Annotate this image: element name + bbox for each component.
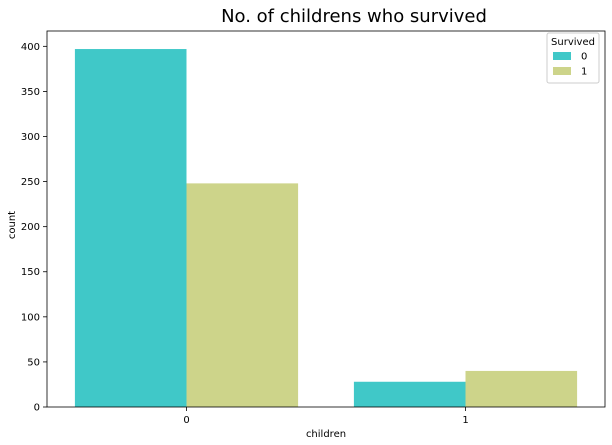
legend-title: Survived	[551, 37, 595, 48]
x-tick-label: 0	[183, 415, 189, 426]
y-tick-label: 300	[21, 132, 40, 143]
chart-title: No. of childrens who survived	[221, 6, 487, 27]
y-tick-label: 0	[34, 403, 40, 414]
plot-frame	[46, 30, 606, 408]
legend-swatch-0	[553, 52, 571, 60]
y-tick-label: 50	[27, 357, 40, 368]
axes-layer: 0 50 100 150 200 250 300 350 400 0 1	[21, 30, 606, 426]
legend: Survived 0 1	[546, 32, 600, 84]
x-axis-label: children	[306, 429, 346, 440]
y-tick-label: 400	[21, 42, 40, 53]
bars-layer	[74, 49, 578, 408]
legend-label-1: 1	[581, 67, 587, 78]
legend-label-0: 0	[581, 52, 587, 63]
bar-children-0-survived-0	[74, 49, 187, 408]
y-tick-label: 250	[21, 177, 40, 188]
y-tick-label: 100	[21, 312, 40, 323]
y-tick-label: 150	[21, 267, 40, 278]
y-axis-label: count	[7, 211, 18, 239]
y-tick-label: 200	[21, 222, 40, 233]
x-tick-label: 1	[462, 415, 468, 426]
y-tick-label: 350	[21, 87, 40, 98]
bar-children-0-survived-1	[186, 183, 299, 407]
bar-children-1-survived-1	[465, 370, 578, 407]
legend-swatch-1	[553, 67, 571, 75]
bar-children-1-survived-0	[353, 381, 466, 407]
